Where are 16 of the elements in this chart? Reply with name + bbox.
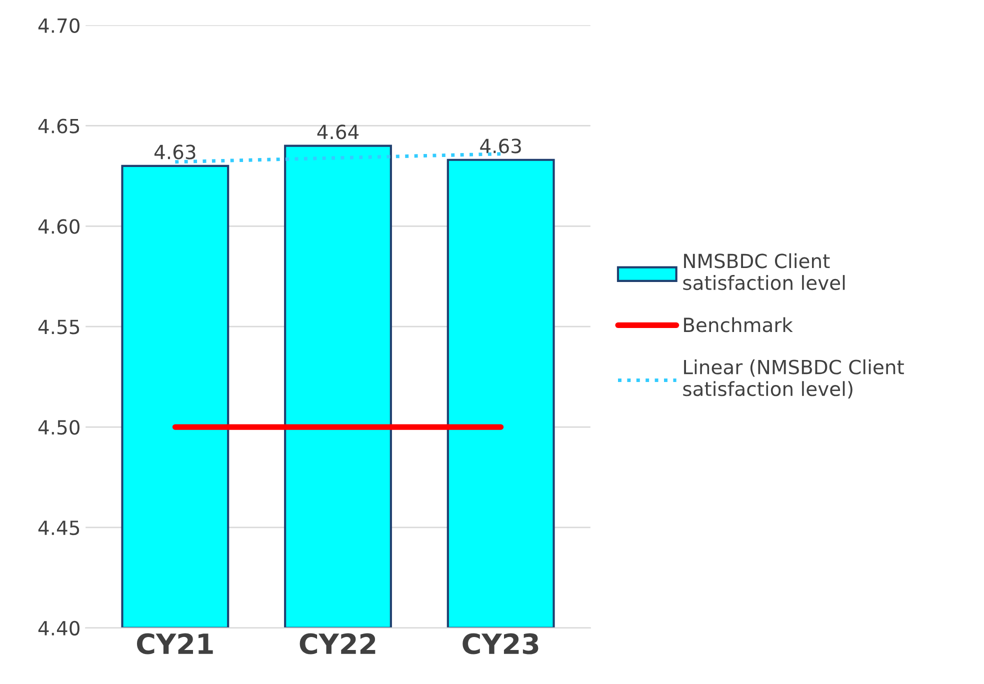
y-tick-label: 4.65: [38, 118, 80, 134]
legend-label: Linear (NMSBDC Client satisfaction level): [683, 359, 904, 398]
data-label: 4.64: [317, 124, 359, 140]
y-tick-label: 4.55: [38, 320, 80, 334]
x-tick-label: CY21: [136, 633, 213, 654]
y-tick-label: 4.50: [38, 420, 80, 435]
x-tick-label: CY22: [300, 633, 376, 654]
y-tick-label: 4.60: [38, 219, 80, 234]
x-tick-label: CY23: [462, 633, 538, 654]
legend-label: NMSBDC Client satisfaction level: [683, 253, 845, 290]
y-tick-label: 4.45: [38, 520, 80, 536]
y-tick-label: 4.70: [38, 18, 80, 33]
y-tick-label: 4.40: [38, 620, 80, 636]
data-label: 4.63: [154, 144, 196, 160]
legend-label: Benchmark: [684, 317, 793, 332]
data-label: 4.63: [480, 138, 521, 154]
